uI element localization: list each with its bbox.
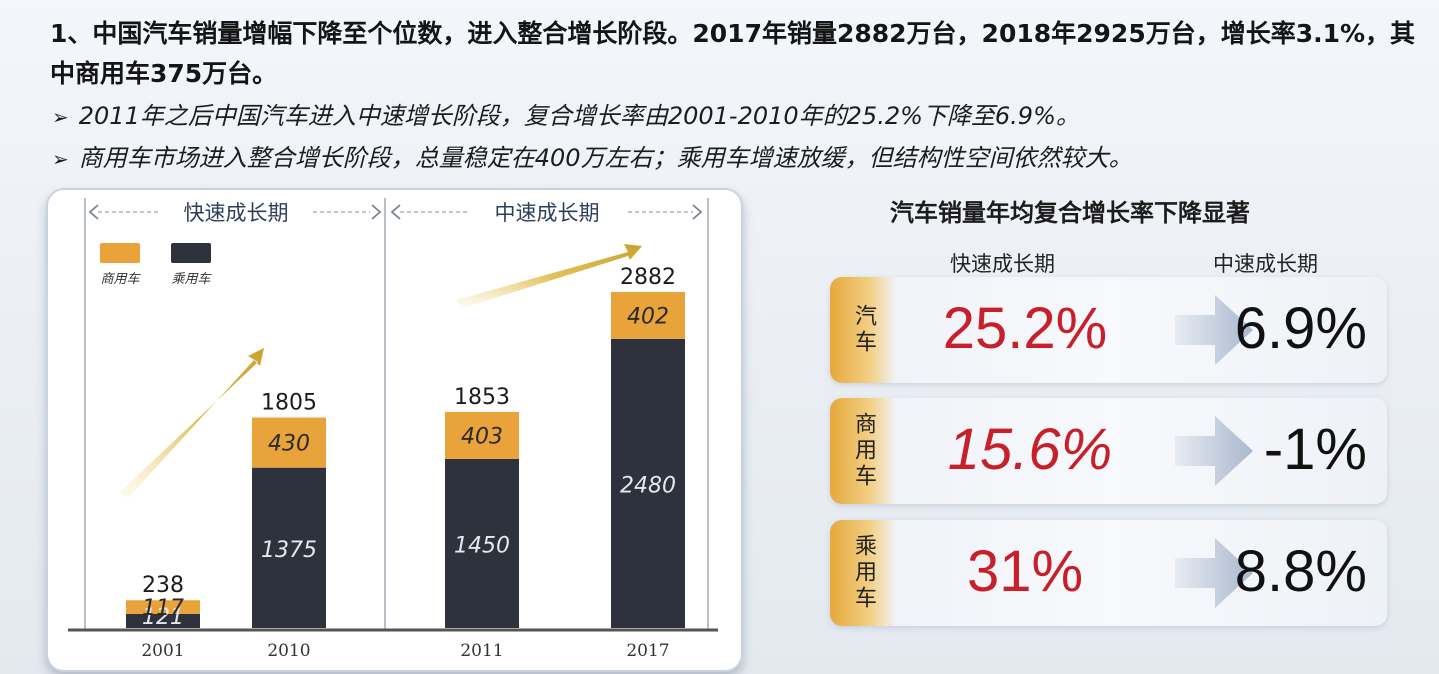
bar-commercial-2017 <box>611 291 685 339</box>
bullet-1: ➢ 2011年之后中国汽车进入中速增长阶段，复合增长率由2001-2010年的25… <box>52 96 1080 131</box>
rate-tag-commercial-text: 商用车 <box>851 412 876 490</box>
legend-label-commercial: 商用车 <box>100 272 141 287</box>
headline: 1、中国汽车销量增幅下降至个位数，进入整合增长阶段。2017年销量2882万台，… <box>50 19 1416 88</box>
label-total-2017: 2882 <box>620 265 676 290</box>
bullet-1-text: 2011年之后中国汽车进入中速增长阶段，复合增长率由2001-2010年的25.… <box>78 102 1080 130</box>
rate-tag-commercial: 商用车 <box>830 398 896 504</box>
bar-passenger-2011 <box>445 458 519 628</box>
rate-tag-passenger-text: 乘用车 <box>851 534 876 612</box>
label-passenger-2010: 1375 <box>261 538 317 563</box>
bar-commercial-2001 <box>126 600 200 614</box>
label-passenger-2017: 2480 <box>620 473 676 498</box>
arrow-bullet-icon: ➢ <box>52 147 69 171</box>
rates-phase-mid-label: 中速成长期 <box>1213 252 1318 276</box>
phase-mid-left-arrow-icon <box>390 204 401 220</box>
rates-title: 汽车销量年均复合增长率下降显著 <box>890 199 1250 227</box>
x-tick-2011: 2011 <box>460 641 503 661</box>
rate-arrow-car-icon <box>1175 295 1253 365</box>
label-commercial-2017: 402 <box>627 304 669 329</box>
rate-passenger-fast: 31% <box>966 539 1084 604</box>
rates-phase-fast-label: 快速成长期 <box>950 252 1055 276</box>
rate-row-commercial: 商用车 15.6% -1% <box>830 398 1387 504</box>
label-passenger-2011: 1450 <box>454 533 510 558</box>
x-tick-2017: 2017 <box>626 641 669 661</box>
label-total-2010: 1805 <box>261 391 317 416</box>
bar-passenger-2017 <box>611 338 685 628</box>
rate-arrow-passenger-icon <box>1175 538 1253 608</box>
rate-car-fast: 25.2% <box>942 296 1108 361</box>
rate-row-car: 汽车 25.2% 6.9% <box>830 277 1387 383</box>
rate-commercial-fast: 15.6% <box>947 417 1113 482</box>
label-total-2011: 1853 <box>454 385 510 410</box>
legend-label-passenger: 乘用车 <box>171 272 212 287</box>
rate-car-mid: 6.9% <box>1234 296 1367 361</box>
rate-commercial-mid: -1% <box>1263 417 1367 482</box>
arrow-bullet-icon: ➢ <box>52 105 69 129</box>
x-tick-2001: 2001 <box>141 641 184 661</box>
legend-swatch-passenger <box>171 243 211 263</box>
label-passenger-2001: 121 <box>142 605 184 630</box>
bullet-2-text: 商用车市场进入整合增长阶段，总量稳定在400万左右；乘用车增速放缓，但结构性空间… <box>78 144 1133 172</box>
bar-passenger-2001 <box>126 613 200 628</box>
rate-arrow-commercial-icon <box>1175 416 1253 486</box>
legend-swatch-commercial <box>100 243 140 263</box>
rate-tag-passenger: 乘用车 <box>830 520 896 626</box>
label-commercial-2011: 403 <box>461 424 503 449</box>
rate-tag-car: 汽车 <box>830 277 896 383</box>
rate-row-passenger: 乘用车 31% 8.8% <box>830 520 1387 626</box>
phase-fast-left-arrow-icon <box>88 204 99 220</box>
bar-commercial-2010 <box>252 417 326 468</box>
sales-chart-panel: 快速成长期 中速成长期 商用车 乘用车 121 117 238 2001 1375 430… <box>46 188 743 672</box>
phase-fast-label: 快速成长期 <box>184 201 289 225</box>
growth-arrow-fast-icon <box>120 348 264 498</box>
phase-fast-right-arrow-icon <box>371 204 382 220</box>
rate-passenger-mid: 8.8% <box>1234 539 1367 604</box>
growth-arrow-mid-icon <box>456 244 642 308</box>
x-tick-2010: 2010 <box>267 641 310 661</box>
label-commercial-2010: 430 <box>268 432 310 457</box>
phase-mid-right-arrow-icon <box>692 204 703 220</box>
label-commercial-2001: 117 <box>142 596 184 621</box>
rate-tag-car-text: 汽车 <box>851 304 876 356</box>
phase-mid-label: 中速成长期 <box>495 201 600 225</box>
bullet-2: ➢ 商用车市场进入整合增长阶段，总量稳定在400万左右；乘用车增速放缓，但结构性空… <box>52 138 1133 173</box>
bar-passenger-2010 <box>252 467 326 628</box>
bar-commercial-2011 <box>445 411 519 459</box>
label-total-2001: 238 <box>142 573 184 598</box>
